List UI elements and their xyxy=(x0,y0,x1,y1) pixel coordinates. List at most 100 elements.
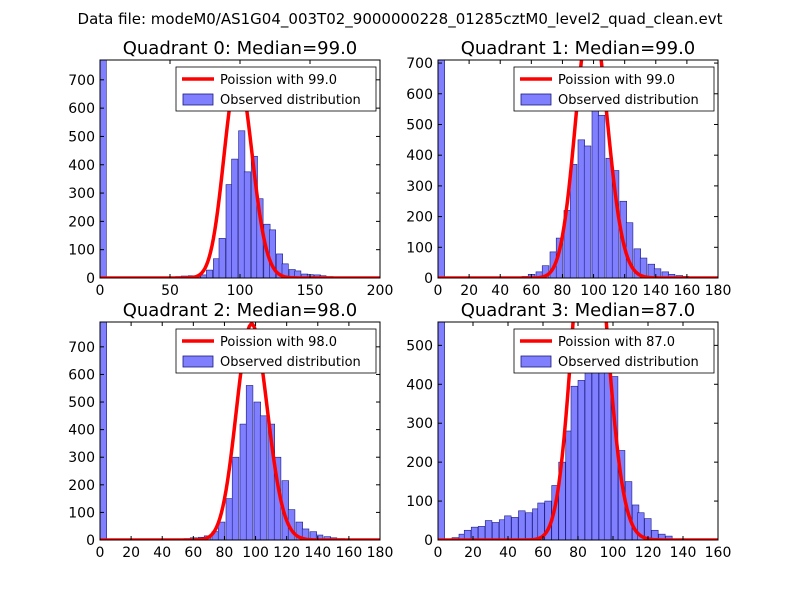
quadrant-0-legend-bar-swatch xyxy=(182,93,214,106)
quadrant-0-title: Quadrant 0: Median=99.0 xyxy=(123,38,358,59)
quadrant-1-xtick-label: 140 xyxy=(642,283,669,299)
quadrant-1-ytick-label: 0 xyxy=(424,271,433,287)
quadrant-2-axes-frame xyxy=(99,321,381,541)
quadrant-1-panel: Quadrant 1: Median=99.00 20 40 60 80 100 120 14… xyxy=(406,38,732,299)
quadrant-0-legend-poisson-label: Poission with 99.0 xyxy=(220,73,337,88)
quadrant-1-ytick-label: 400 xyxy=(406,148,433,164)
quadrant-1-bar xyxy=(569,164,578,278)
quadrant-0-bar xyxy=(218,238,226,278)
quadrant-2-title: Quadrant 2: Median=98.0 xyxy=(123,300,358,321)
quadrant-0-bar xyxy=(243,171,251,278)
quadrant-3-bar xyxy=(477,526,486,540)
quadrant-3-bar xyxy=(603,372,612,540)
quadrant-1-plot-area xyxy=(438,60,718,278)
quadrant-3-ytick-label: 0 xyxy=(424,533,433,549)
quadrant-3-ytick-label: 500 xyxy=(406,338,433,354)
quadrant-0-xtick-label: 200 xyxy=(367,283,394,299)
quadrant-1-xtick-label: 100 xyxy=(580,283,607,299)
quadrant-3-xtick-label: 60 xyxy=(534,545,552,561)
quadrant-1-legend-poisson-label: Poission with 99.0 xyxy=(558,73,675,88)
quadrant-1-bar xyxy=(438,60,445,278)
quadrant-0-bar xyxy=(294,270,302,278)
quadrant-1-xtick-label: 180 xyxy=(705,283,732,299)
quadrant-3-bar xyxy=(491,522,500,540)
quadrant-3-xtick-label: 140 xyxy=(670,545,697,561)
quadrant-2-xtick-label: 120 xyxy=(273,545,300,561)
quadrant-3-bar xyxy=(525,512,533,540)
quadrant-0-ytick-label: 0 xyxy=(86,271,95,287)
quadrant-2-xtick-label: 160 xyxy=(336,545,363,561)
quadrant-3-bar xyxy=(511,517,519,540)
quadrant-3-bar xyxy=(637,512,645,540)
quadrant-3-ytick-label: 100 xyxy=(406,494,433,510)
quadrant-1-xtick-label: 0 xyxy=(434,283,443,299)
quadrant-3-bar xyxy=(438,322,445,540)
quadrant-3-legend-poisson-label: Poission with 87.0 xyxy=(558,335,675,350)
quadrant-3-xtick-label: 40 xyxy=(499,545,517,561)
quadrant-3-ytick-label: 200 xyxy=(406,455,433,471)
quadrant-3-xtick-label: 80 xyxy=(569,545,587,561)
quadrant-2-panel: Quadrant 2: Median=98.00 20 40 60 80 100 120 14… xyxy=(68,300,393,561)
quadrant-2-xtick-label: 80 xyxy=(216,545,234,561)
quadrant-3-xtick-label: 160 xyxy=(705,545,732,561)
quadrant-3-plot-area xyxy=(438,322,718,540)
quadrant-2-ytick-label: 300 xyxy=(68,450,95,466)
quadrant-3-bar xyxy=(570,385,578,540)
quadrant-3-legend-bar-swatch xyxy=(520,355,552,368)
quadrant-3-xtick-label: 100 xyxy=(600,545,627,561)
quadrant-3-legend-observed-label: Observed distribution xyxy=(558,355,699,370)
quadrant-1-ytick-label: 200 xyxy=(406,210,433,226)
quadrant-2-xtick-label: 100 xyxy=(242,545,269,561)
quadrant-2-xtick-label: 60 xyxy=(184,545,202,561)
quadrant-3-bar xyxy=(484,520,493,540)
quadrant-0-ytick-label: 600 xyxy=(68,101,95,117)
quadrant-1-xtick-label: 40 xyxy=(491,283,509,299)
quadrant-0-panel: Quadrant 0: Median=99.0 0 50 100 150 200 0 100 2… xyxy=(68,38,393,299)
quadrant-1-legend-observed-label: Observed distribution xyxy=(558,93,699,108)
quadrant-2-bar xyxy=(253,401,261,540)
quadrant-1-ytick-label: 600 xyxy=(406,87,433,103)
quadrant-2-bar xyxy=(100,322,107,540)
quadrant-2-ytick-label: 700 xyxy=(68,340,95,356)
quadrant-3-bar xyxy=(577,380,585,540)
quadrant-0-bar xyxy=(100,60,107,278)
quadrant-1-xtick-label: 120 xyxy=(611,283,638,299)
quadrant-1-bar xyxy=(591,93,599,278)
quadrant-2-legend-poisson-label: Poission with 98.0 xyxy=(220,335,337,350)
quadrant-2-xtick-label: 180 xyxy=(367,545,394,561)
quadrant-2-legend-bar-swatch xyxy=(182,355,214,368)
quadrant-1-legend-bar-swatch xyxy=(520,93,552,106)
quadrant-2-bar xyxy=(301,528,310,540)
quadrant-2-xtick-label: 140 xyxy=(304,545,331,561)
quadrant-2-ytick-label: 500 xyxy=(68,395,95,411)
quadrant-1-ytick-label: 500 xyxy=(406,117,433,133)
quadrant-0-xtick-label: 150 xyxy=(297,283,324,299)
quadrant-3-xtick-label: 0 xyxy=(434,545,443,561)
quadrant-1-ytick-label: 700 xyxy=(406,56,433,72)
quadrant-2-bar xyxy=(217,521,226,540)
quadrant-2-ytick-label: 0 xyxy=(86,533,95,549)
quadrant-2-ytick-label: 600 xyxy=(68,367,95,383)
quadrant-0-ytick-label: 500 xyxy=(68,129,95,145)
quadrant-2-legend-observed-label: Observed distribution xyxy=(220,355,361,370)
quadrant-1-bar xyxy=(583,145,592,278)
quadrant-1-bar xyxy=(639,257,648,278)
quadrant-1-bar xyxy=(597,114,606,278)
quadrant-0-ytick-label: 700 xyxy=(68,73,95,89)
quadrant-1-ytick-label: 100 xyxy=(406,240,433,256)
quadrant-1-axes-frame xyxy=(437,59,719,279)
quadrant-0-xtick-label: 100 xyxy=(227,283,254,299)
quadrant-0-xtick-label: 0 xyxy=(96,283,105,299)
quadrant-0-ytick-label: 300 xyxy=(68,186,95,202)
quadrant-2-xtick-label: 20 xyxy=(122,545,140,561)
quadrant-2-bar xyxy=(231,456,240,540)
quadrant-2-xtick-label: 0 xyxy=(96,545,105,561)
quadrant-2-bar xyxy=(259,415,268,540)
quadrant-3-title: Quadrant 3: Median=87.0 xyxy=(461,300,696,321)
quadrant-0-ytick-label: 100 xyxy=(68,243,95,259)
quadrant-0-xtick-label: 50 xyxy=(161,283,179,299)
quadrant-2-poisson-curve xyxy=(100,322,380,540)
quadrant-2-ytick-label: 200 xyxy=(68,478,95,494)
quadrant-0-bar xyxy=(206,269,213,278)
